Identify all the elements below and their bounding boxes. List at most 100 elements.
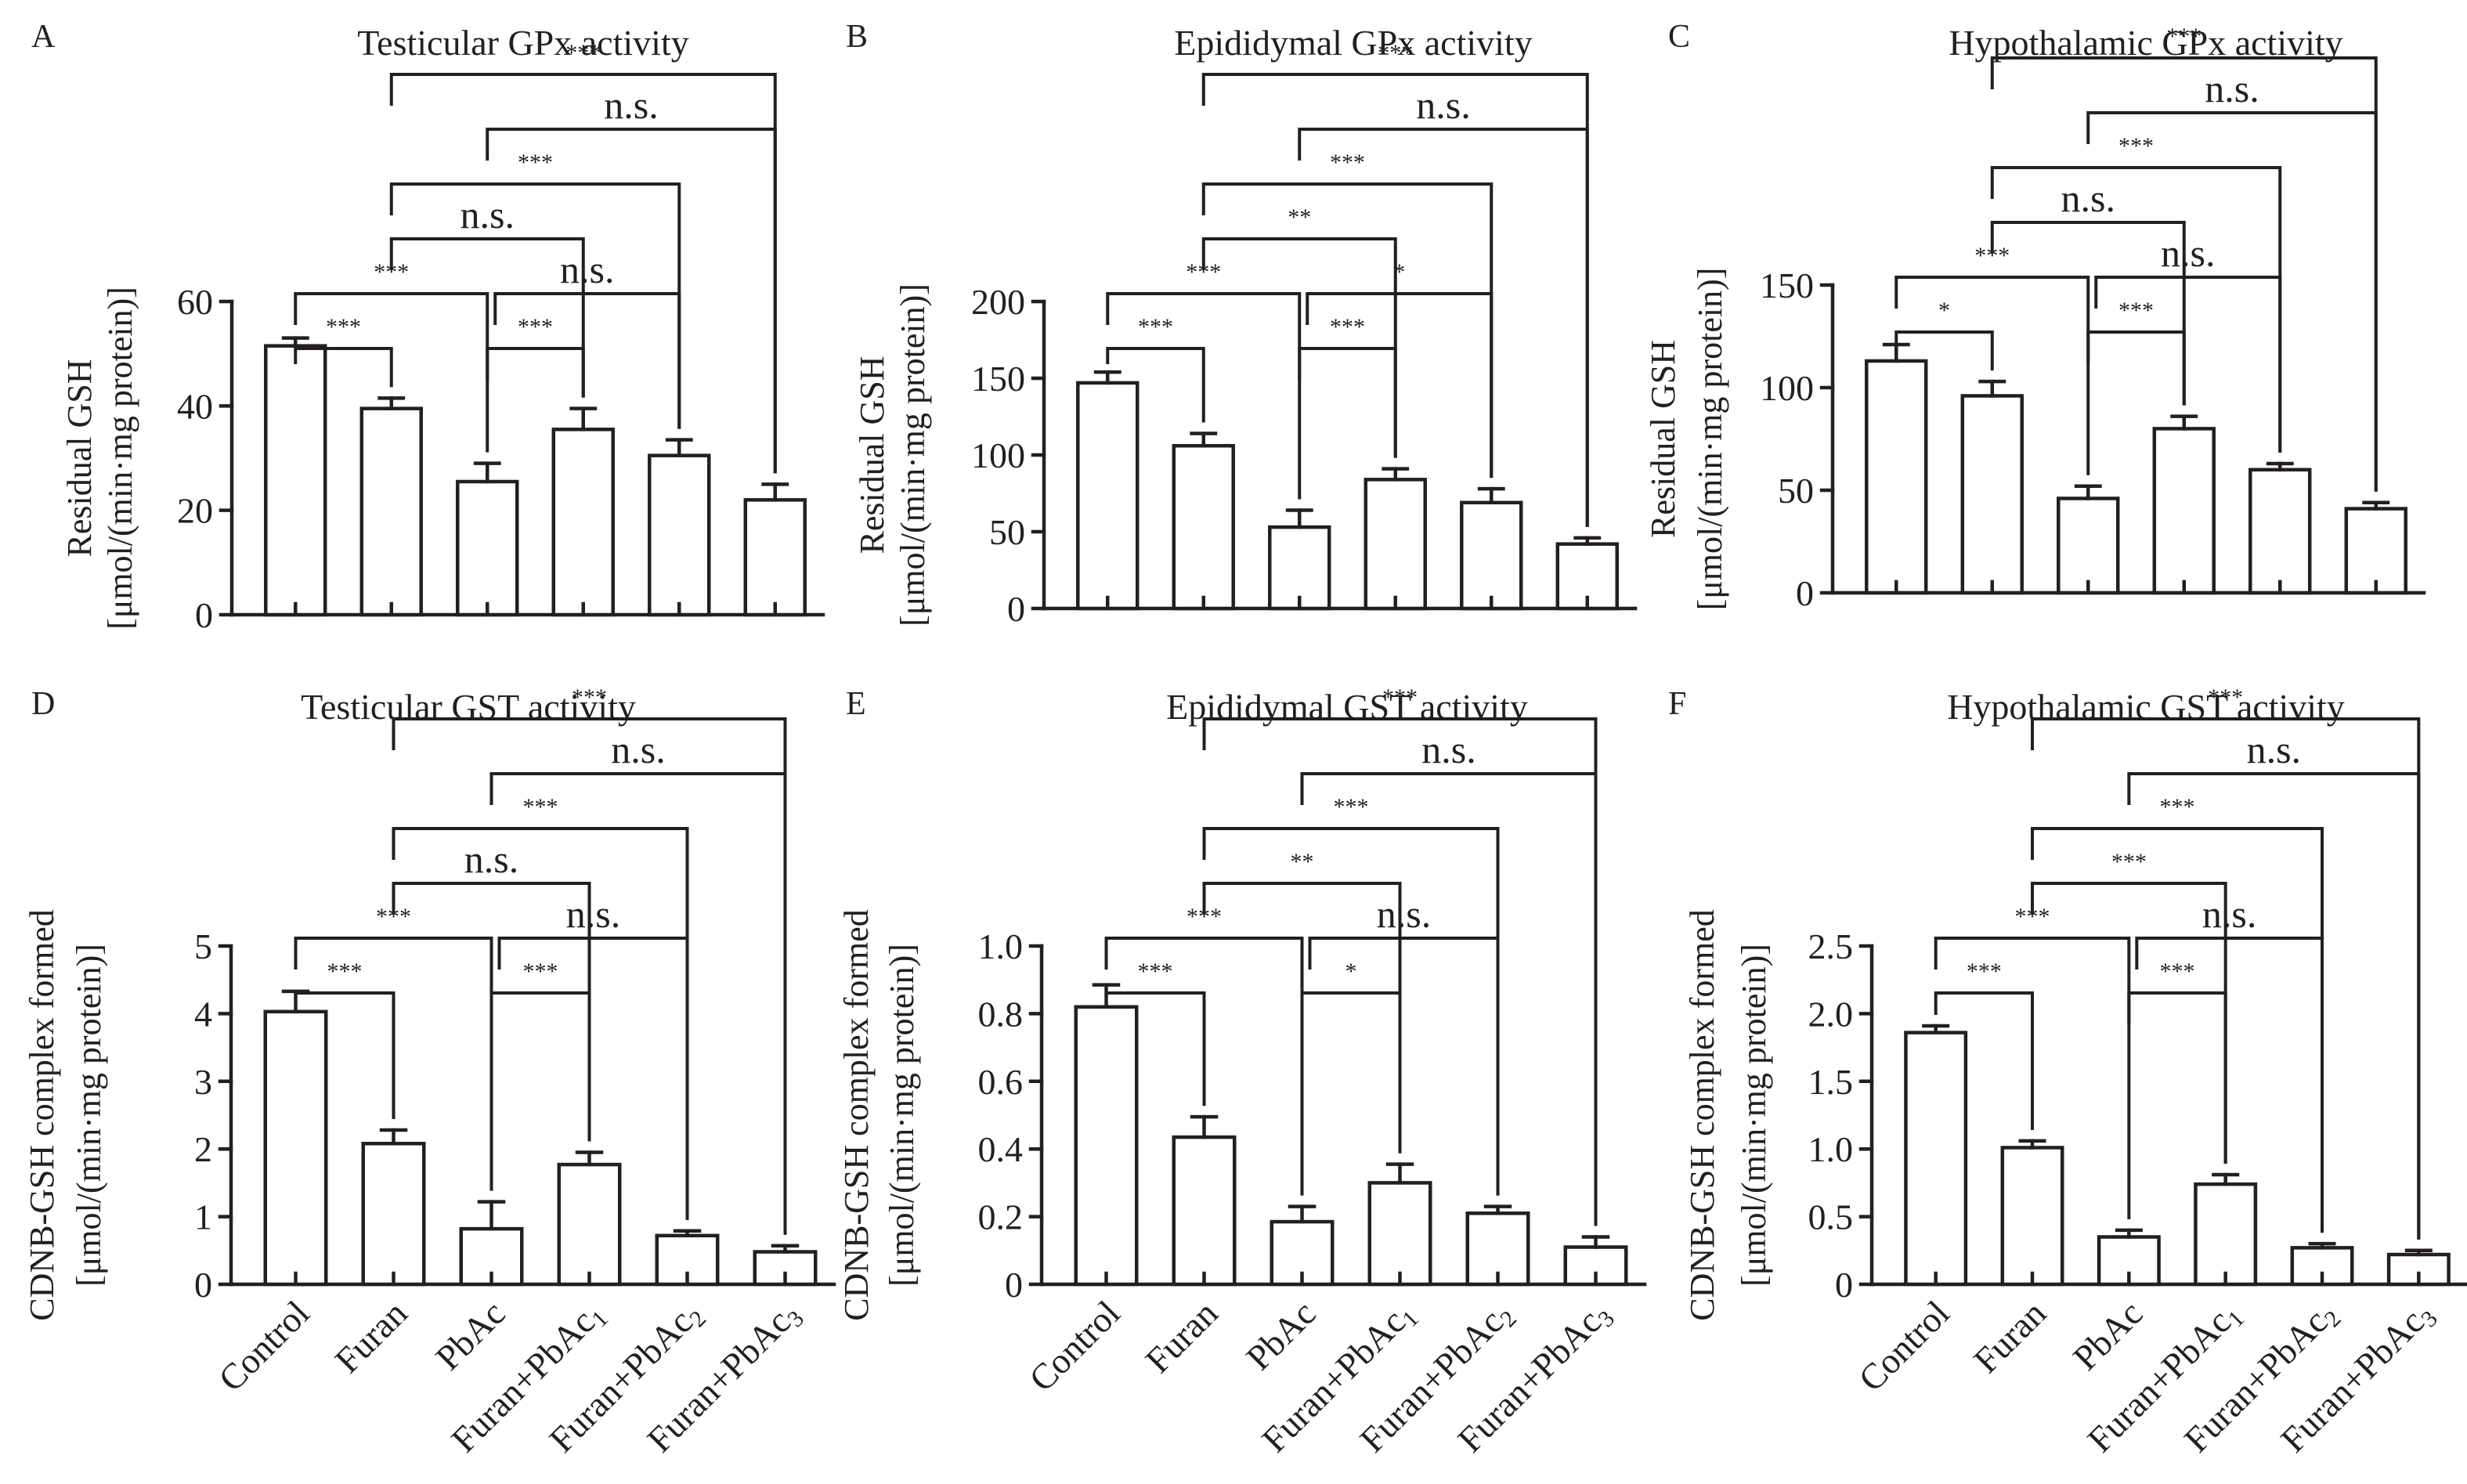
bracket-line	[2031, 717, 2421, 1240]
y-axis-units: [μmol/(min·mg protein)]	[1735, 944, 1773, 1287]
y-tick-label: 100	[971, 435, 1025, 475]
bar-control	[263, 1009, 328, 1287]
x-tick-label: Control	[211, 1293, 316, 1399]
significance-label: n.s.	[2161, 231, 2215, 275]
y-tick-label: 5	[194, 926, 212, 966]
y-axis-units: [μmol/(min·mg protein)]	[70, 944, 108, 1287]
bracket-line	[1201, 73, 1589, 527]
significance-label: ***	[326, 314, 361, 340]
bar-pbac	[456, 479, 519, 617]
significance-bracket: ***	[1298, 314, 1397, 458]
bar-pbac	[2057, 496, 2120, 595]
significance-label: ***	[518, 314, 553, 340]
panel-letter: E	[846, 686, 866, 722]
significance-bracket: ***	[1202, 684, 1598, 1226]
bar-furan-plus-pbac3	[743, 498, 807, 617]
significance-label: ***	[327, 959, 363, 984]
significance-bracket: ***	[1202, 794, 1500, 1196]
bracket-line	[2127, 772, 2421, 1240]
significance-label: ***	[2118, 298, 2154, 323]
x-tick-label: Control	[1021, 1293, 1127, 1399]
significance-label: n.s.	[560, 247, 614, 291]
bracket-line	[1308, 937, 1500, 1196]
bar-furan-plus-pbac2	[1460, 500, 1523, 611]
significance-label: ***	[572, 684, 607, 710]
y-tick-label: 0.6	[978, 1062, 1024, 1102]
y-tick-label: 0	[194, 1265, 212, 1305]
y-axis-label: CDNB-GSH complex formed	[837, 909, 876, 1321]
significance-bracket: **	[1201, 204, 1397, 458]
significance-label: **	[1291, 849, 1314, 875]
significance-bracket: ***	[1990, 23, 2378, 492]
significance-bracket: n.s.	[392, 837, 591, 1142]
bar-furan-plus-pbac1	[1364, 478, 1427, 611]
chart-title: Testicular GPx activity	[357, 23, 688, 63]
significance-bracket: ***	[2031, 849, 2227, 1164]
bar-furan	[2000, 1146, 2064, 1287]
y-tick-label: 0	[1796, 573, 1814, 613]
y-tick-label: 0.8	[978, 994, 1024, 1034]
bar-control	[1076, 381, 1140, 611]
y-tick-label: 0.2	[978, 1197, 1024, 1237]
significance-bracket: ***	[1990, 133, 2282, 453]
panel-letter: D	[31, 686, 55, 722]
significance-label: ***	[1330, 314, 1365, 340]
y-tick-label: 0	[1005, 1265, 1023, 1305]
bracket-line	[389, 182, 681, 429]
significance-label: ***	[2208, 684, 2243, 710]
y-tick-label: 150	[971, 359, 1025, 399]
significance-bracket: ***	[486, 314, 585, 398]
bracket-line	[1990, 166, 2282, 453]
panel-B: B Epididymal GPx activity 0 50 100 150 200 Resi…	[846, 19, 1638, 629]
x-tick-label: Furan	[1966, 1293, 2053, 1381]
x-tick-label: PbAc	[428, 1293, 512, 1377]
x-tick-label: Furan	[327, 1293, 415, 1381]
chart-title: Epididymal GST activity	[1166, 687, 1528, 727]
y-tick-label: 1	[194, 1197, 212, 1237]
bracket-line	[392, 882, 591, 1142]
chart-title: Hypothalamic GPx activity	[1949, 23, 2342, 63]
bracket-line	[1201, 237, 1397, 458]
significance-bracket: n.s.	[389, 193, 585, 398]
bar-furan	[1960, 394, 2024, 595]
significance-bracket: ***	[1934, 959, 2034, 1130]
bracket-line	[1104, 937, 1304, 1196]
bracket-line	[1300, 772, 1598, 1226]
bracket-line	[1104, 991, 1206, 1107]
significance-bracket: ***	[392, 684, 787, 1235]
panel-C: C Hypothalamic GPx activity 0 50 100 150 Resid…	[1644, 19, 2426, 613]
y-tick-label: 40	[177, 386, 213, 426]
panel-letter: F	[1668, 686, 1686, 722]
significance-bracket: **	[1202, 849, 1402, 1154]
x-tick-label: Furan	[1138, 1293, 1226, 1381]
significance-bracket: *	[1300, 959, 1402, 1154]
y-tick-label: 2.5	[1808, 926, 1854, 966]
y-tick-label: 0	[195, 595, 213, 635]
bracket-line	[489, 772, 787, 1235]
y-axis-units: [μmol/(min·mg protein)]	[894, 283, 932, 626]
significance-label: ***	[2118, 133, 2154, 159]
significance-bracket: ***	[2031, 684, 2421, 1240]
significance-bracket: ***	[389, 40, 777, 474]
bracket-line	[294, 937, 493, 1191]
y-tick-label: 4	[194, 994, 212, 1034]
significance-bracket: ***	[489, 959, 591, 1142]
bracket-line	[2127, 991, 2227, 1164]
y-tick-label: 0.4	[978, 1129, 1024, 1169]
significance-label: n.s.	[2247, 728, 2301, 771]
significance-label: *	[1345, 959, 1357, 984]
significance-bracket: ***	[1201, 40, 1589, 527]
bracket-line	[1934, 991, 2034, 1130]
significance-label: n.s.	[464, 837, 518, 881]
y-tick-label: 60	[177, 282, 213, 322]
bracket-line	[2086, 330, 2186, 406]
significance-label: ***	[2160, 794, 2195, 820]
significance-label: ***	[1330, 150, 1365, 175]
bracket-line	[392, 717, 787, 1235]
significance-label: n.s.	[611, 728, 665, 771]
significance-label: ***	[1138, 959, 1173, 984]
bar-furan-plus-pbac1	[551, 428, 615, 617]
significance-bracket: ***	[1104, 904, 1304, 1196]
significance-bracket: ***	[294, 314, 393, 388]
y-tick-label: 1.0	[978, 926, 1024, 966]
